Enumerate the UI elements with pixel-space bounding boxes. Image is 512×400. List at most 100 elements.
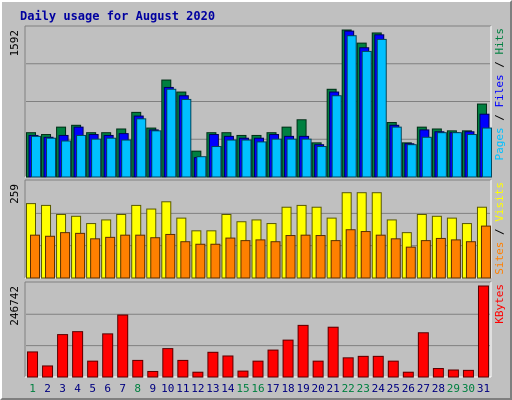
bar-kbytes-day-29 <box>447 369 459 378</box>
bar-pages-day-1 <box>31 135 41 178</box>
panel-visits-sites: 259 Sites / Visits <box>8 179 506 279</box>
x-tick-label-day-29: 29 <box>447 382 460 395</box>
x-tick-label-day-6: 6 <box>104 382 111 395</box>
bar-pages-day-27 <box>421 136 432 178</box>
bar-pages-day-30 <box>466 134 477 178</box>
bar-pages-day-15 <box>241 139 252 178</box>
series-legend: KBytes <box>493 284 506 324</box>
bar-sites-day-12 <box>195 243 206 279</box>
y-max-label: 246742 <box>8 286 21 326</box>
x-tick-label-day-9: 9 <box>149 382 156 395</box>
bar-kbytes-day-17 <box>267 349 279 378</box>
bar-kbytes-day-19 <box>297 324 309 378</box>
x-tick-label-day-4: 4 <box>74 382 81 395</box>
x-tick-label-day-7: 7 <box>119 382 126 395</box>
x-tick-label-day-30: 30 <box>462 382 475 395</box>
x-tick-label-day-21: 21 <box>327 382 340 395</box>
legend-entry: Files <box>493 74 506 107</box>
bar-kbytes-day-18 <box>282 339 294 378</box>
x-tick-label-day-16: 16 <box>251 382 264 395</box>
bar-kbytes-day-4 <box>72 331 84 378</box>
legend-entry: Sites <box>493 242 506 275</box>
x-tick-label-day-26: 26 <box>402 382 415 395</box>
bar-pages-day-7 <box>121 139 132 178</box>
x-tick-label-day-17: 17 <box>266 382 279 395</box>
bar-pages-day-13 <box>211 146 222 178</box>
bar-pages-day-6 <box>106 137 117 178</box>
bar-kbytes-day-30 <box>462 369 474 378</box>
bar-kbytes-day-11 <box>177 359 189 378</box>
bar-kbytes-day-13 <box>207 351 219 378</box>
bar-kbytes-day-24 <box>372 355 384 378</box>
x-tick-label-day-19: 19 <box>296 382 309 395</box>
bar-pages-day-2 <box>46 137 57 178</box>
x-tick-label-day-25: 25 <box>387 382 400 395</box>
bar-kbytes-day-14 <box>222 355 234 378</box>
bar-pages-day-19 <box>301 138 312 178</box>
bar-pages-day-22 <box>346 35 357 178</box>
bar-sites-day-21 <box>330 240 341 279</box>
bar-kbytes-day-10 <box>162 348 174 378</box>
bar-kbytes-day-28 <box>432 368 444 378</box>
legend-entry: KBytes <box>493 284 506 324</box>
bar-sites-day-17 <box>270 241 281 279</box>
bar-pages-day-20 <box>316 146 327 178</box>
bar-pages-day-29 <box>451 132 462 178</box>
x-tick-label-day-10: 10 <box>161 382 174 395</box>
x-tick-label-day-15: 15 <box>236 382 249 395</box>
bar-sites-day-1 <box>30 234 40 279</box>
bar-pages-day-16 <box>256 141 267 178</box>
y-max-label: 259 <box>8 184 21 204</box>
legend-entry: Visits <box>493 182 506 222</box>
panel-pages-files-hits: 1592 Pages / Files / Hits <box>8 25 506 178</box>
bar-sites-day-11 <box>180 241 191 279</box>
bar-sites-day-14 <box>225 237 236 279</box>
bar-pages-day-8 <box>136 118 147 178</box>
bar-pages-day-25 <box>391 126 402 178</box>
bar-sites-day-25 <box>390 238 401 279</box>
x-tick-label-day-22: 22 <box>342 382 355 395</box>
bar-sites-day-19 <box>300 234 311 279</box>
bar-pages-day-26 <box>406 144 417 178</box>
bar-sites-day-30 <box>465 241 476 279</box>
x-tick-label-day-24: 24 <box>372 382 386 395</box>
bar-pages-day-24 <box>376 38 387 178</box>
bar-kbytes-day-31 <box>477 285 489 378</box>
bar-sites-day-23 <box>360 231 371 279</box>
bar-sites-day-6 <box>105 236 116 279</box>
bar-pages-day-17 <box>271 138 282 178</box>
bar-kbytes-day-2 <box>42 365 54 378</box>
bar-pages-day-4 <box>76 134 87 178</box>
x-tick-label-day-23: 23 <box>357 382 370 395</box>
x-tick-label-day-11: 11 <box>176 382 189 395</box>
x-tick-label-day-14: 14 <box>221 382 235 395</box>
bar-pages-day-28 <box>436 132 447 178</box>
x-tick-label-day-12: 12 <box>191 382 204 395</box>
bar-sites-day-7 <box>120 234 131 279</box>
bar-sites-day-8 <box>135 234 146 279</box>
bar-pages-day-12 <box>196 156 207 178</box>
bar-kbytes-day-7 <box>117 314 129 378</box>
bar-kbytes-day-20 <box>312 360 324 378</box>
bar-sites-day-9 <box>150 237 161 279</box>
x-tick-label-day-3: 3 <box>59 382 66 395</box>
bar-kbytes-day-6 <box>102 333 114 378</box>
bar-kbytes-day-1 <box>27 351 39 378</box>
x-tick-label-day-1: 1 <box>29 382 36 395</box>
x-tick-label-day-2: 2 <box>44 382 51 395</box>
x-tick-label-day-20: 20 <box>312 382 325 395</box>
x-tick-label-day-18: 18 <box>281 382 294 395</box>
bar-sites-day-29 <box>450 239 461 279</box>
bar-kbytes-day-8 <box>132 359 144 378</box>
bar-pages-day-23 <box>361 50 372 178</box>
bar-pages-day-11 <box>181 98 192 178</box>
bar-kbytes-day-15 <box>237 370 249 378</box>
bar-kbytes-day-9 <box>147 370 159 378</box>
bar-sites-day-20 <box>315 235 326 279</box>
y-max-label: 1592 <box>8 30 21 57</box>
chart-title: Daily usage for August 2020 <box>20 9 215 23</box>
legend-separator: / <box>493 222 506 242</box>
bar-sites-day-15 <box>240 240 251 279</box>
bar-sites-day-2 <box>45 235 56 279</box>
